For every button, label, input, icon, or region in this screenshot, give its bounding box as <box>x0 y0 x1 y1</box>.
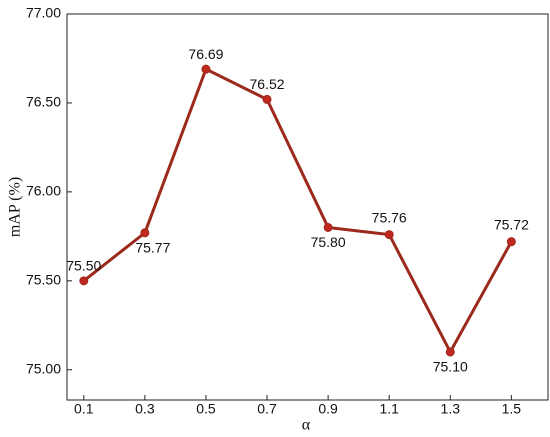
data-point <box>445 347 455 357</box>
x-tick-label: 0.9 <box>318 401 338 417</box>
x-tick-label: 0.3 <box>135 401 155 417</box>
data-point <box>140 228 150 238</box>
data-point <box>262 94 272 104</box>
y-tick-label: 75.00 <box>26 360 61 376</box>
x-tick-label: 1.1 <box>379 401 399 417</box>
x-tick-label: 0.7 <box>257 401 277 417</box>
data-label: 75.50 <box>66 258 101 274</box>
data-label: 75.76 <box>372 209 407 225</box>
x-axis-label: α <box>302 417 311 434</box>
x-tick-label: 1.3 <box>441 401 461 417</box>
data-label: 76.52 <box>250 76 285 92</box>
x-tick-label: 1.5 <box>502 401 522 417</box>
x-tick-label: 0.1 <box>74 401 94 417</box>
series-line <box>82 67 513 354</box>
data-label: 76.69 <box>188 46 223 62</box>
data-label: 75.80 <box>311 234 346 250</box>
data-point <box>323 222 333 232</box>
data-point <box>506 237 516 247</box>
x-tick-label: 0.5 <box>196 401 216 417</box>
y-tick-label: 77.00 <box>26 5 61 21</box>
data-label: 75.72 <box>494 216 529 232</box>
data-point <box>384 230 394 240</box>
y-tick-label: 75.50 <box>26 272 61 288</box>
y-tick-label: 76.50 <box>26 94 61 110</box>
data-point <box>79 276 89 286</box>
y-axis-label: mAP (%) <box>7 177 24 237</box>
y-tick-label: 76.00 <box>26 183 61 199</box>
data-point <box>201 64 211 74</box>
data-label: 75.77 <box>135 239 170 255</box>
data-label: 75.10 <box>433 359 468 375</box>
plot-frame <box>66 13 549 401</box>
